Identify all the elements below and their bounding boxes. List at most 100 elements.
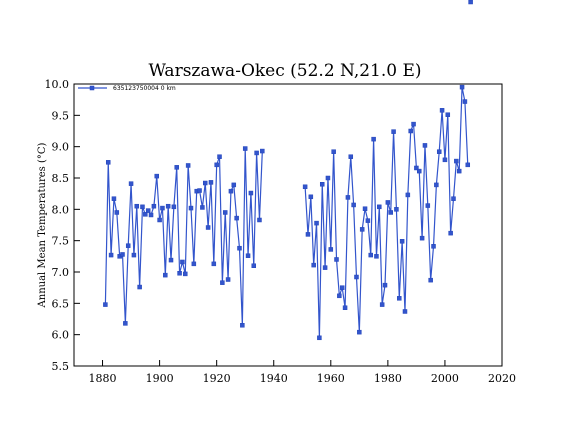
- legend-label: 635123750004 0 km: [113, 85, 176, 92]
- data-point: [111, 196, 117, 201]
- data-point: [165, 203, 171, 209]
- data-point: [191, 261, 197, 267]
- data-point: [251, 263, 257, 268]
- data-point: [180, 259, 185, 265]
- data-point: [242, 146, 248, 151]
- data-point: [414, 165, 419, 171]
- data-point: [425, 203, 431, 208]
- data-point: [405, 192, 411, 198]
- data-point: [337, 293, 342, 299]
- data-point: [454, 158, 459, 164]
- data-point: [468, 0, 473, 5]
- data-point: [379, 302, 385, 307]
- data-point: [399, 239, 405, 244]
- data-point: [385, 200, 391, 205]
- x-tick-label: 1940: [260, 372, 288, 385]
- data-point: [222, 210, 228, 215]
- data-point: [143, 212, 148, 217]
- data-point: [397, 296, 402, 301]
- data-point: [228, 188, 234, 194]
- data-point: [357, 329, 362, 335]
- data-point: [105, 160, 111, 165]
- data-point: [260, 148, 265, 154]
- series-line: [304, 87, 469, 338]
- x-tick-label: 2000: [431, 372, 459, 385]
- data-point: [148, 212, 154, 218]
- x-tick-label: 1980: [374, 372, 402, 385]
- data-point: [448, 230, 453, 236]
- data-point: [428, 277, 433, 283]
- y-tick-label: 8.0: [52, 203, 70, 216]
- data-point: [131, 252, 137, 258]
- series-line: [104, 148, 263, 326]
- y-tick-label: 7.5: [52, 235, 70, 248]
- y-tick-label: 10.0: [45, 78, 70, 91]
- data-point: [465, 162, 471, 168]
- data-point: [128, 181, 134, 186]
- data-point: [311, 262, 316, 268]
- data-point: [456, 168, 462, 174]
- data-point: [388, 210, 393, 215]
- data-point: [185, 163, 191, 168]
- data-point: [339, 285, 345, 290]
- data-point: [217, 154, 222, 159]
- legend: 635123750004 0 km: [78, 85, 176, 92]
- data-point: [445, 112, 451, 117]
- data-point: [359, 227, 365, 232]
- data-point: [125, 243, 131, 248]
- data-point: [237, 245, 242, 251]
- data-point: [462, 99, 468, 104]
- y-tick-label: 9.5: [52, 109, 70, 122]
- data-point: [145, 208, 151, 213]
- data-point: [168, 257, 174, 263]
- data-point: [459, 84, 465, 90]
- data-point: [354, 274, 359, 280]
- data-point: [377, 204, 382, 210]
- data-point: [314, 220, 319, 226]
- data-point: [365, 218, 371, 223]
- data-point: [151, 203, 157, 209]
- x-tick-label: 1880: [89, 372, 117, 385]
- x-tick-label: 2020: [488, 372, 516, 385]
- data-point: [231, 182, 237, 188]
- y-axis: 5.5 6.0 6.5 7.0 7.5 8.0 8.5 9.0 9.5 10.0: [45, 78, 80, 373]
- data-point: [351, 202, 356, 208]
- data-point: [220, 280, 225, 285]
- data-point: [225, 277, 231, 282]
- data-point: [334, 257, 339, 262]
- y-tick-label: 8.5: [52, 172, 70, 185]
- data-point: [402, 309, 408, 314]
- data-point: [345, 195, 351, 200]
- data-point: [197, 188, 202, 193]
- x-tick-label: 1900: [146, 372, 174, 385]
- data-point: [257, 217, 262, 223]
- data-point: [157, 217, 162, 223]
- data-point: [382, 282, 388, 288]
- data-point: [154, 173, 159, 179]
- data-point: [240, 323, 245, 328]
- data-point: [245, 253, 251, 258]
- data-point: [368, 252, 373, 258]
- data-point: [328, 247, 334, 252]
- data-point: [137, 284, 142, 290]
- y-tick-label: 7.0: [52, 266, 70, 279]
- data-point: [362, 206, 368, 211]
- data-point: [103, 302, 108, 307]
- data-point: [120, 252, 125, 257]
- data-point: [140, 204, 145, 210]
- y-tick-label: 5.5: [52, 360, 70, 373]
- data-point: [411, 121, 416, 127]
- data-point: [348, 154, 354, 159]
- data-point: [322, 265, 328, 270]
- data-point: [177, 271, 182, 276]
- chart-title: Warszawa-Okec (52.2 N,21.0 E): [148, 61, 421, 81]
- data-point: [342, 305, 348, 310]
- data-point: [305, 232, 311, 237]
- data-point: [214, 162, 219, 168]
- data-point: [439, 108, 445, 113]
- data-point: [308, 194, 314, 200]
- data-point: [248, 190, 254, 196]
- data-point: [160, 205, 165, 211]
- data-point: [391, 129, 396, 134]
- data-point: [108, 252, 114, 258]
